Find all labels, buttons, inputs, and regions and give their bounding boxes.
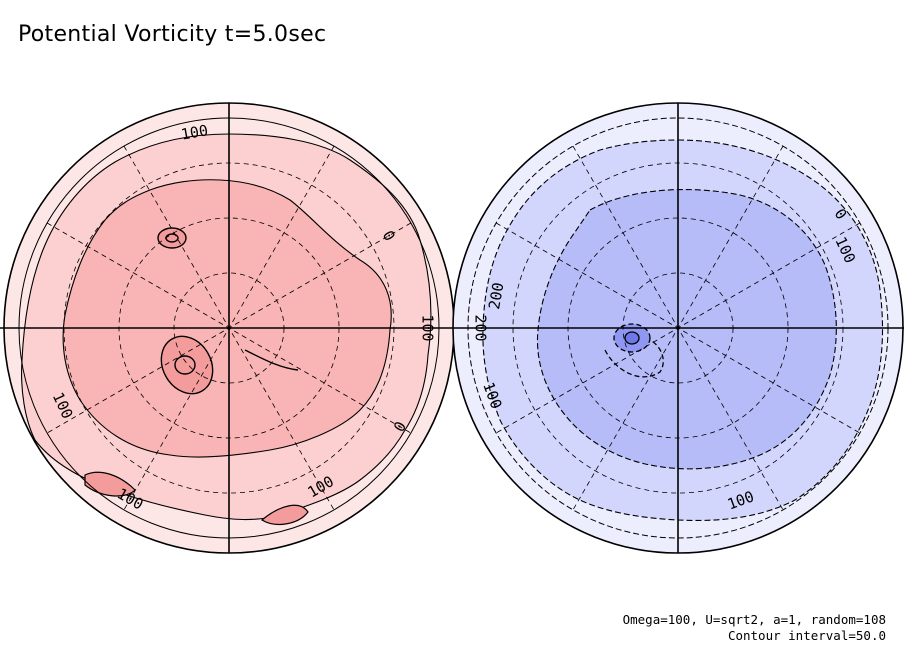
north-vortex-a-core (165, 233, 179, 243)
chart-title: Potential Vorticity t=5.0sec (18, 22, 327, 47)
north-region-100 (62, 179, 392, 458)
contour-label: 200 (485, 281, 507, 311)
contour-interval-note: Contour interval=50.0 (727, 628, 886, 643)
north-edge-swirl-b (260, 504, 309, 526)
north-edge-swirl-a (84, 471, 136, 497)
south-vortex-core (624, 331, 640, 345)
south-region-100 (536, 189, 837, 470)
north-vortex-b-core (174, 355, 196, 375)
footer-annotation: Omega=100, U=sqrt2, a=1, random=108 Cont… (623, 612, 886, 644)
run-parameters: Omega=100, U=sqrt2, a=1, random=108 (622, 612, 886, 627)
north-filament (244, 349, 299, 371)
south-swirl-band (604, 339, 664, 378)
contour-label: 100 (180, 121, 210, 143)
axes-crosshair (0, 103, 904, 553)
